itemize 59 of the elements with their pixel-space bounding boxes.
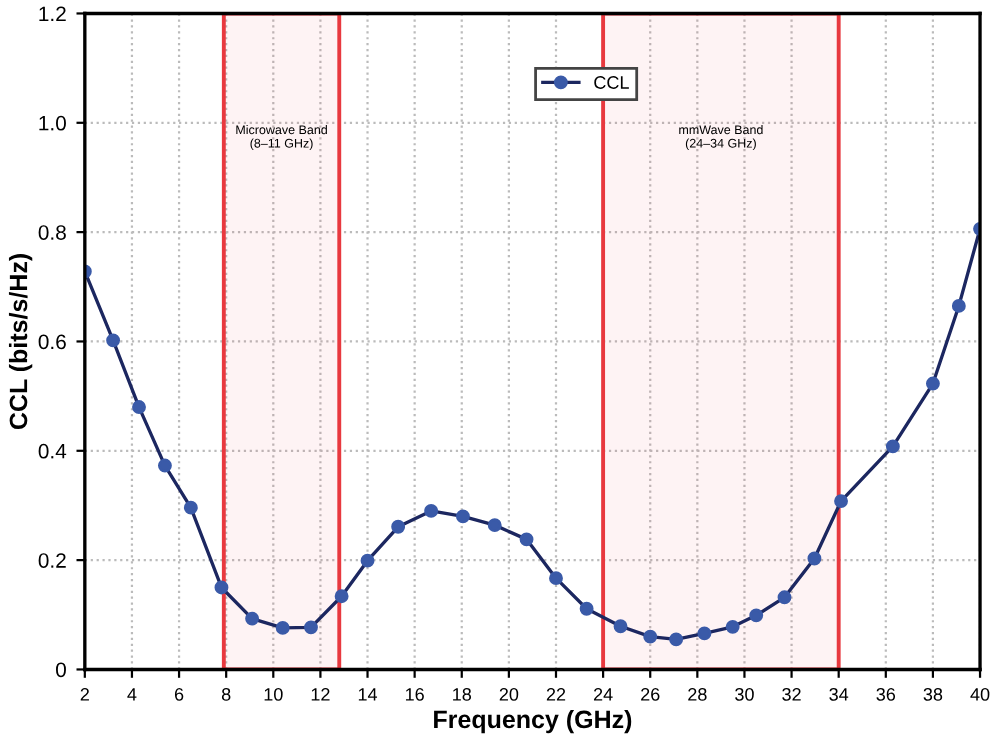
y-tick-label: 1.2 (39, 6, 66, 22)
y-tick-label: 0.8 (38, 225, 66, 240)
y-tick-label: 0.4 (38, 443, 67, 459)
y-tick-label: 1.0 (39, 115, 66, 131)
x-tick-label: 12 (311, 687, 330, 701)
y-tick-label: 0 (56, 662, 66, 678)
y-tick-label: 0.6 (38, 334, 66, 350)
point (304, 620, 318, 635)
point (549, 571, 563, 586)
point (157, 458, 172, 473)
point (669, 632, 684, 647)
point (391, 519, 406, 534)
x-tick-label: 4 (127, 688, 137, 701)
point (424, 503, 439, 518)
point (807, 551, 822, 566)
x-axis-title: Frequency (GHz) (434, 709, 632, 734)
point (275, 620, 290, 635)
point (132, 400, 146, 415)
x-tick-label: 10 (264, 687, 283, 701)
x-tick-label: 40 (970, 687, 990, 701)
y-tick-label: 0.2 (38, 553, 66, 568)
x-tick-label: 24 (593, 687, 613, 701)
point (579, 601, 594, 616)
point (643, 629, 658, 644)
x-tick-label: 36 (876, 687, 896, 701)
point (777, 590, 792, 605)
point (613, 619, 628, 634)
point (885, 439, 900, 454)
point (455, 509, 470, 524)
y-axis-title: CCL (bits/s/Hz) (8, 254, 33, 430)
x-tick-label: 30 (735, 687, 754, 701)
point (951, 298, 966, 313)
x-tick-label: 38 (923, 687, 943, 701)
x-tick-label: 32 (782, 687, 801, 701)
x-tick-label: 2 (80, 687, 89, 701)
x-tick-label: 22 (546, 687, 566, 701)
x-tick-label: 8 (221, 687, 231, 701)
point (183, 500, 198, 515)
point (697, 626, 712, 641)
x-tick-label: 14 (358, 688, 378, 701)
point (834, 494, 848, 509)
point (519, 532, 534, 547)
point (925, 376, 940, 391)
x-tick-label: 26 (641, 687, 660, 701)
point (749, 608, 764, 623)
point (725, 619, 740, 634)
x-tick-label: 18 (453, 687, 472, 701)
x-tick-label: 34 (829, 687, 849, 701)
point (245, 611, 260, 626)
point (214, 580, 229, 595)
x-tick-label: 16 (405, 687, 424, 701)
point (487, 518, 502, 533)
legend-label: CCL (594, 76, 629, 89)
x-tick-label: 28 (688, 687, 707, 701)
point (106, 333, 121, 348)
x-tick-label: 6 (174, 687, 184, 701)
point (334, 589, 349, 604)
x-tick-label: 20 (499, 687, 519, 701)
point (360, 553, 375, 568)
